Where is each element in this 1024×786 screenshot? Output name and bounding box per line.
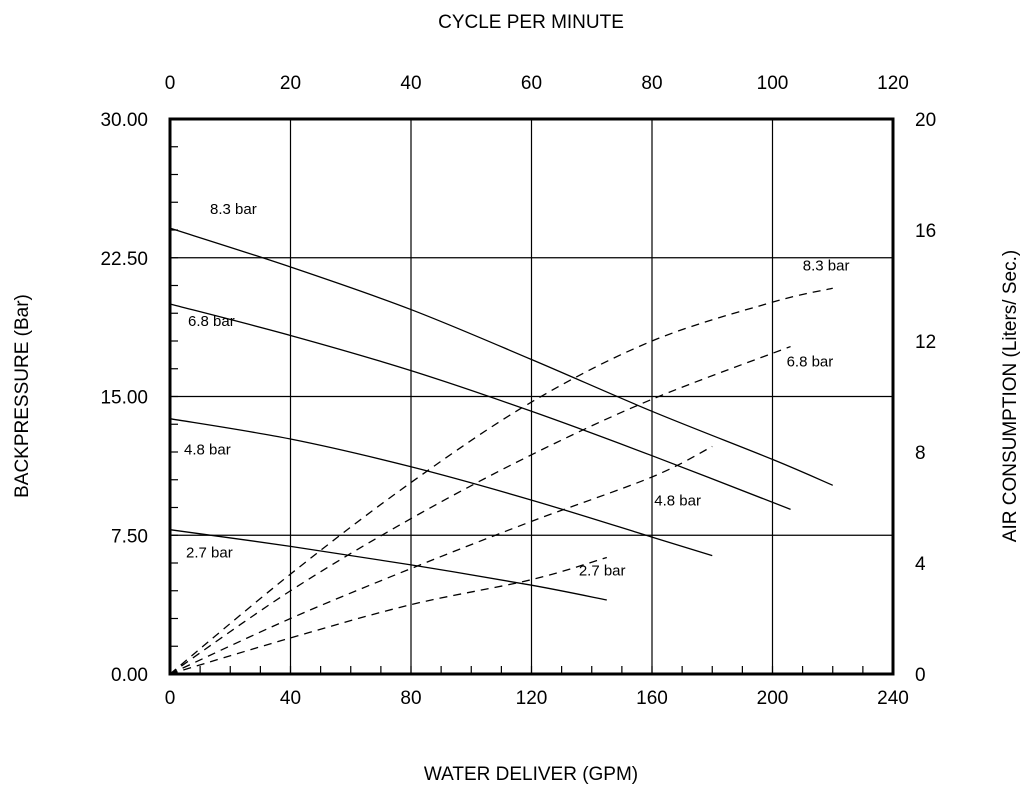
y-tick-label: 7.50	[111, 526, 148, 547]
y-tick-label: 30.00	[100, 110, 148, 131]
y2-tick-label: 16	[915, 221, 936, 242]
x2-tick-label: 80	[641, 73, 662, 94]
x-tick-label: 40	[280, 688, 301, 709]
x-tick-label: 240	[877, 688, 909, 709]
data-curves	[169, 227, 834, 675]
backpressure-line	[169, 529, 607, 601]
y2-axis-title: AIR CONSUMPTION (Liters/ Sec.)	[1000, 250, 1021, 542]
series-label: 2.7 bar	[579, 562, 626, 579]
y2-tick-label: 0	[915, 665, 926, 686]
series-label: 2.7 bar	[186, 545, 233, 562]
y2-tick-label: 12	[915, 332, 936, 353]
y2-tick-label: 4	[915, 554, 926, 575]
backpressure-line	[169, 418, 713, 557]
plot-frame	[168, 117, 895, 676]
x-tick-label: 80	[400, 688, 421, 709]
series-label: 4.8 bar	[654, 492, 701, 509]
x2-tick-label: 0	[165, 73, 176, 94]
x-tick-label: 0	[165, 688, 176, 709]
x-tick-label: 120	[516, 688, 548, 709]
series-label: 8.3 bar	[210, 201, 257, 218]
series-label: 8.3 bar	[803, 257, 850, 274]
backpressure-line	[169, 303, 791, 510]
backpressure-line	[169, 227, 834, 486]
series-label: 6.8 bar	[787, 354, 834, 371]
x-tick-label: 200	[757, 688, 789, 709]
air-consumption-line	[169, 556, 607, 675]
x2-tick-label: 40	[400, 73, 421, 94]
y-tick-label: 15.00	[100, 388, 148, 409]
y-axis-title: BACKPRESSURE (Bar)	[12, 294, 33, 498]
x2-axis-title: CYCLE PER MINUTE	[438, 12, 624, 33]
y2-tick-label: 20	[915, 110, 936, 131]
y-tick-label: 22.50	[100, 249, 148, 270]
air-consumption-line	[169, 287, 833, 675]
air-consumption-line	[169, 345, 791, 675]
x-axis-title: WATER DELIVER (GPM)	[424, 764, 638, 785]
air-consumption-line	[169, 445, 713, 675]
y-tick-label: 0.00	[111, 665, 148, 686]
x2-tick-label: 60	[521, 73, 542, 94]
grid-lines	[170, 119, 893, 674]
x-tick-label: 160	[636, 688, 668, 709]
series-label: 4.8 bar	[184, 442, 231, 459]
x2-tick-label: 100	[757, 73, 789, 94]
series-label: 6.8 bar	[188, 313, 235, 330]
x2-tick-label: 120	[877, 73, 909, 94]
x2-tick-label: 20	[280, 73, 301, 94]
y2-tick-label: 8	[915, 443, 926, 464]
